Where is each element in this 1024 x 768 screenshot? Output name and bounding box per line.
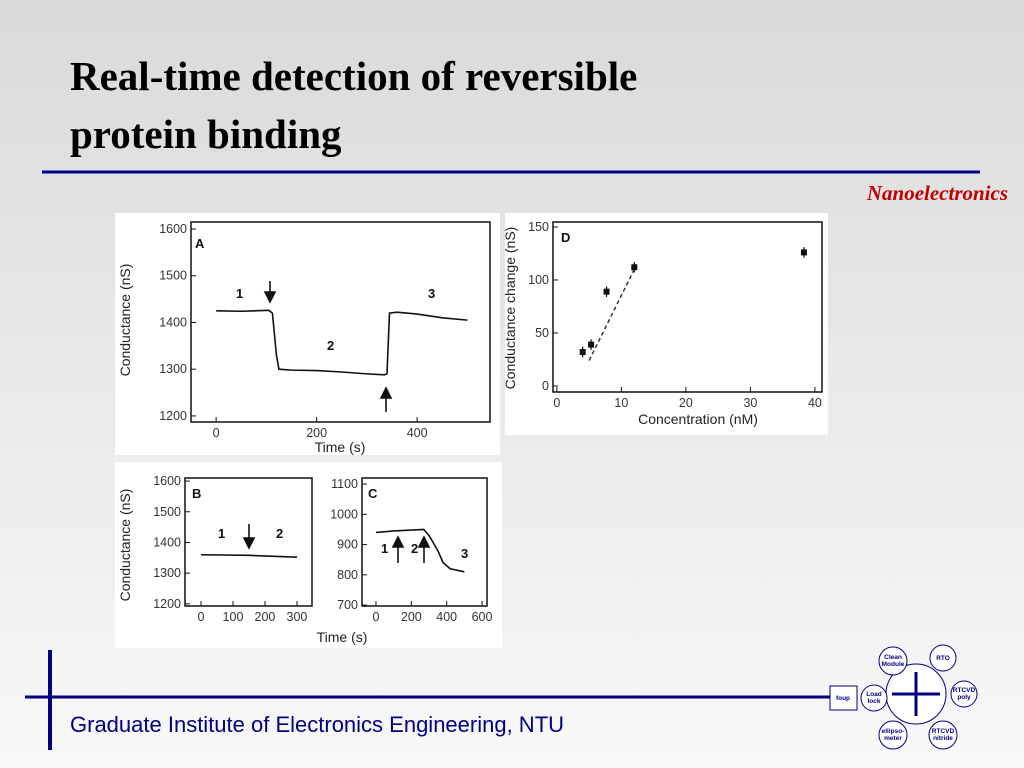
- logo-node: [928, 720, 958, 750]
- y-tick-label: 800: [337, 568, 358, 582]
- logo-label: nitride: [933, 735, 953, 742]
- arrows: [242, 281, 431, 563]
- y-tick-label: 1000: [330, 507, 358, 521]
- figure-panel: [505, 213, 828, 435]
- arrow-head: [417, 535, 431, 548]
- annotation: 2: [411, 541, 418, 556]
- logo-node: [860, 684, 888, 712]
- x-tick-label: 0: [198, 610, 205, 624]
- x-axis-label: Concentration (nM): [638, 411, 758, 427]
- annotation: 2: [327, 338, 334, 353]
- figure-panel: [115, 462, 502, 648]
- logo-node: [950, 680, 978, 708]
- y-tick-label: 1500: [153, 505, 181, 519]
- y-tick-label: 1400: [159, 315, 187, 329]
- annotation: 1: [218, 526, 225, 541]
- data-line: [200, 553, 297, 558]
- point: [603, 288, 610, 295]
- y-tick-label: 1200: [153, 597, 181, 611]
- arrow-head: [263, 291, 277, 304]
- y-tick-label: 1600: [153, 474, 181, 488]
- y-tick-label: 100: [528, 273, 549, 287]
- figure-panel: [115, 213, 500, 455]
- x-tick-label: 20: [679, 396, 693, 410]
- y-axis-label: Conductance (nS): [117, 489, 133, 602]
- data-line: [216, 309, 468, 376]
- logo: [829, 644, 978, 750]
- y-tick-label: 0: [542, 379, 549, 393]
- y-tick-label: 1300: [159, 362, 187, 376]
- plot-frame: [552, 221, 823, 393]
- logo-label: lock: [867, 698, 880, 705]
- y-tick-label: 1100: [331, 477, 358, 491]
- x-tick-label: 200: [401, 610, 422, 624]
- y-tick-label: 1500: [159, 269, 187, 283]
- logo-label: RTCVD: [932, 728, 955, 735]
- logo-label: RTCVD: [953, 687, 976, 694]
- logo-label: Load: [866, 691, 882, 698]
- y-tick-label: 1200: [159, 409, 187, 423]
- footer: Graduate Institute of Electronics Engine…: [70, 712, 564, 737]
- y-tick-label: 1300: [153, 566, 181, 580]
- y-axis-label: Conductance change (nS): [502, 227, 518, 390]
- arrow-head: [242, 537, 256, 550]
- point: [800, 249, 807, 256]
- x-tick-label: 400: [436, 610, 457, 624]
- logo-box: [829, 685, 858, 711]
- x-axis-label: Time (s): [315, 439, 366, 455]
- y-tick-label: 50: [535, 326, 549, 340]
- x-tick-label: 0: [372, 610, 379, 624]
- x-tick-label: 300: [287, 610, 308, 624]
- x-tick-label: 200: [255, 610, 276, 624]
- y-tick-label: 1400: [153, 535, 181, 549]
- x-axis-label: Time (s): [317, 629, 368, 645]
- logo-label: Module: [882, 661, 905, 668]
- logo-node: [929, 644, 957, 672]
- logo-node: [878, 646, 908, 676]
- annotation: 2: [276, 526, 283, 541]
- y-tick-label: 900: [337, 538, 358, 552]
- logo-label: poly: [957, 694, 971, 701]
- x-tick-label: 30: [743, 396, 757, 410]
- x-tick-label: 400: [407, 426, 428, 440]
- logo-label: Clean: [884, 654, 902, 661]
- annotation: B: [192, 486, 201, 501]
- logo-labels: Clean Module RTO foup Load lock RTCVD po…: [836, 654, 976, 742]
- point: [579, 349, 586, 356]
- logo-label: RTO: [936, 655, 950, 662]
- x-tick-label: 600: [472, 610, 493, 624]
- point: [631, 264, 638, 271]
- point: [588, 341, 595, 348]
- y-tick-label: 700: [337, 598, 358, 612]
- x-tick-label: 100: [223, 610, 244, 624]
- plot-frame: [361, 477, 488, 607]
- x-tick-label: 10: [614, 396, 628, 410]
- logo-label: ellipso-: [882, 728, 905, 735]
- x-tick-label: 40: [808, 396, 822, 410]
- annotation: 3: [461, 546, 468, 561]
- arrow-head: [379, 386, 393, 399]
- annotation: C: [368, 486, 378, 501]
- title-line: protein binding: [70, 111, 342, 157]
- annotation: 1: [381, 541, 388, 556]
- logo-node: [878, 720, 908, 750]
- x-tick-label: 0: [213, 426, 220, 440]
- y-axis-label: Conductance (nS): [117, 264, 133, 377]
- arrow-head: [391, 535, 405, 548]
- logo-label: meter: [884, 735, 902, 742]
- y-tick-label: 150: [528, 220, 549, 234]
- logo-label: foup: [836, 695, 850, 702]
- annotation: 3: [428, 286, 435, 301]
- subtitle: Nanoelectronics: [866, 181, 1008, 205]
- annotation: 1: [236, 286, 243, 301]
- x-tick-label: 200: [306, 426, 327, 440]
- y-tick-label: 1600: [159, 222, 187, 236]
- annotation: D: [561, 230, 570, 245]
- title-line: Real-time detection of reversible: [70, 53, 637, 99]
- annotation: A: [195, 236, 205, 251]
- data-line: [375, 528, 465, 573]
- fit-line: [588, 269, 635, 361]
- x-tick-label: 0: [553, 396, 560, 410]
